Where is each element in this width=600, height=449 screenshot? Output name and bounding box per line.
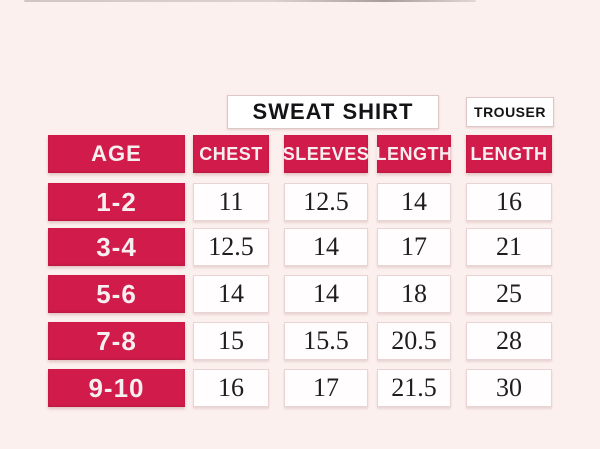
top-edge-artifact <box>24 0 476 2</box>
value-cell: 21.5 <box>377 369 451 407</box>
value-cell: 21 <box>466 228 552 266</box>
value-cell: 12.5 <box>193 228 269 266</box>
value-cell: 15 <box>193 322 269 360</box>
value-cell: 14 <box>377 183 451 221</box>
value-cell: 11 <box>193 183 269 221</box>
age-cell: 3-4 <box>48 228 185 266</box>
age-cell: 9-10 <box>48 369 185 407</box>
value-cell: 17 <box>377 228 451 266</box>
value-cell: 14 <box>284 275 368 313</box>
column-header-chest: CHEST <box>193 135 269 173</box>
age-cell: 5-6 <box>48 275 185 313</box>
value-cell: 12.5 <box>284 183 368 221</box>
age-cell: 1-2 <box>48 183 185 221</box>
sweatshirt-group-label: SWEAT SHIRT <box>252 99 414 124</box>
value-cell: 30 <box>466 369 552 407</box>
column-header-sleeves: SLEEVES <box>283 135 369 173</box>
sweatshirt-group-header: SWEAT SHIRT <box>227 95 439 129</box>
value-cell: 16 <box>193 369 269 407</box>
trouser-group-label: TROUSER <box>474 104 546 120</box>
value-cell: 17 <box>284 369 368 407</box>
value-cell: 16 <box>466 183 552 221</box>
value-cell: 15.5 <box>284 322 368 360</box>
column-header-trouser-length: LENGTH <box>466 135 552 173</box>
value-cell: 14 <box>284 228 368 266</box>
trouser-group-header: TROUSER <box>466 97 554 127</box>
value-cell: 14 <box>193 275 269 313</box>
value-cell: 28 <box>466 322 552 360</box>
value-cell: 18 <box>377 275 451 313</box>
column-header-age: AGE <box>48 135 185 173</box>
value-cell: 20.5 <box>377 322 451 360</box>
value-cell: 25 <box>466 275 552 313</box>
column-header-length: LENGTH <box>376 135 452 173</box>
age-cell: 7-8 <box>48 322 185 360</box>
